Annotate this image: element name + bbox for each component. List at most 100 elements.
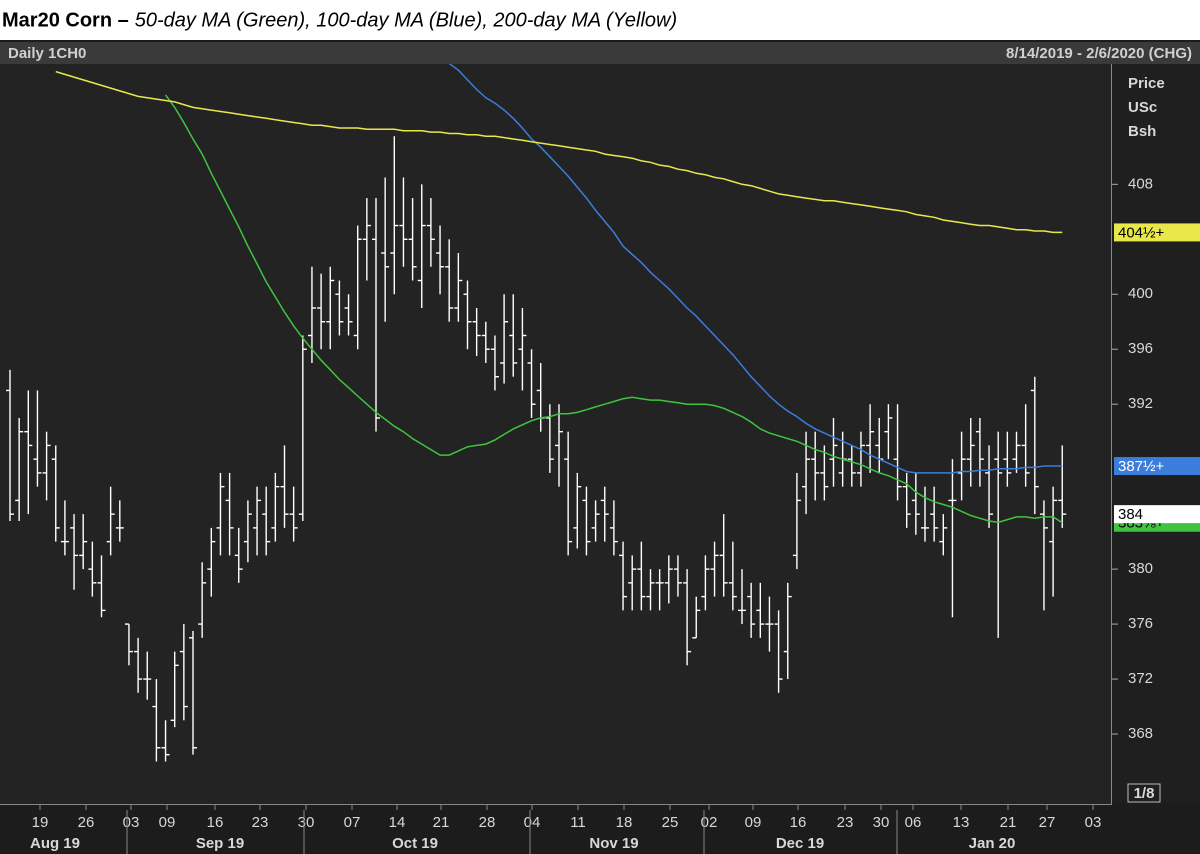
ohlc-bar	[1049, 486, 1058, 597]
y-tick-label: 368	[1128, 725, 1153, 742]
ohlc-bar	[509, 294, 518, 377]
moving-average-line	[55, 70, 1063, 234]
ohlc-bar	[683, 569, 692, 666]
ohlc-bar	[399, 177, 408, 267]
x-tick-label: 21	[1000, 814, 1017, 831]
ohlc-bar	[637, 541, 646, 611]
ohlc-bar	[33, 390, 42, 487]
ohlc-bar	[179, 624, 188, 721]
ohlc-bar	[1021, 404, 1030, 487]
ohlc-bar	[15, 417, 24, 522]
y-tick-label: 376	[1128, 615, 1153, 632]
ohlc-bar	[1030, 376, 1039, 515]
ohlc-bar	[518, 308, 527, 391]
ohlc-bar	[106, 486, 115, 556]
ohlc-bar	[454, 253, 463, 322]
ohlc-bar	[774, 610, 783, 693]
ohlc-bar	[6, 369, 14, 522]
ohlc-bar	[1012, 431, 1021, 473]
ohlc-bar	[783, 582, 792, 680]
ohlc-bar	[600, 486, 609, 542]
ohlc-bar	[243, 500, 252, 563]
x-tick-label: 06	[905, 814, 922, 831]
ohlc-bar	[747, 582, 756, 638]
y-tick-label: 400	[1128, 285, 1153, 302]
y-tick-label: 396	[1128, 340, 1153, 357]
chart-subtitle: 50-day MA (Green), 100-day MA (Blue), 20…	[135, 9, 677, 31]
x-tick-label: 16	[790, 814, 807, 831]
ohlc-bar	[619, 541, 628, 611]
ohlc-bar	[381, 177, 390, 322]
header-right: 8/14/2019 - 2/6/2020 (CHG)	[1006, 45, 1192, 62]
ohlc-bar	[975, 417, 984, 487]
scale-note-box	[1127, 783, 1161, 803]
ohlc-bar	[234, 527, 243, 583]
ohlc-bar	[207, 527, 216, 597]
ohlc-bar	[79, 514, 88, 570]
y-axis-label: USc	[1128, 99, 1157, 116]
ohlc-bar	[445, 239, 454, 322]
ohlc-bar	[417, 184, 426, 308]
x-tick-label: 02	[701, 814, 718, 831]
ohlc-bar	[1058, 445, 1067, 528]
ohlc-bar	[545, 404, 554, 473]
last-value-label: 404½+	[1118, 224, 1165, 241]
ohlc-bar	[198, 562, 207, 638]
ohlc-bar	[710, 541, 719, 597]
price-axis	[1112, 64, 1200, 804]
ohlc-bar	[930, 486, 939, 542]
ohlc-bar	[1003, 431, 1012, 487]
month-label: Sep 19	[196, 835, 244, 852]
x-tick-label: 03	[1085, 814, 1102, 831]
ohlc-bar	[408, 198, 417, 281]
ohlc-bar	[97, 555, 106, 618]
ohlc-bar	[472, 308, 481, 357]
x-tick-label: 21	[433, 814, 450, 831]
last-value-label: 387½+	[1118, 458, 1165, 475]
ohlc-bar	[820, 445, 829, 501]
y-axis-label: Bsh	[1128, 123, 1156, 140]
ohlc-bar	[490, 335, 499, 391]
x-tick-label: 03	[123, 814, 140, 831]
ohlc-bar	[225, 472, 234, 556]
x-tick-label: 09	[159, 814, 176, 831]
ohlc-bar	[719, 514, 728, 597]
ohlc-bar	[555, 404, 563, 487]
title-bar	[0, 0, 1200, 40]
ohlc-bar	[866, 404, 875, 473]
x-tick-label: 19	[32, 814, 49, 831]
ohlc-bar	[829, 417, 838, 487]
ohlc-bar	[335, 280, 344, 336]
ohlc-bar	[161, 720, 170, 762]
ohlc-bar	[280, 445, 289, 528]
ohlc-bar	[1039, 500, 1048, 611]
ohlc-bar	[921, 486, 929, 542]
ohlc-bar	[673, 555, 682, 597]
x-tick-label: 27	[1039, 814, 1056, 831]
ohlc-bar	[307, 266, 316, 363]
ohlc-bar	[646, 569, 655, 611]
month-label: Oct 19	[392, 835, 438, 852]
x-tick-label: 13	[953, 814, 970, 831]
ohlc-bar	[481, 321, 490, 363]
date-axis	[0, 805, 1112, 854]
ohlc-bar	[463, 280, 472, 350]
ohlc-bar	[664, 555, 673, 604]
x-tick-label: 30	[873, 814, 890, 831]
ohlc-bar	[573, 472, 582, 549]
ohlc-bar	[628, 555, 637, 611]
month-label: Dec 19	[776, 835, 824, 852]
y-tick-label: 408	[1128, 175, 1153, 192]
ohlc-bar	[436, 225, 445, 295]
x-tick-label: 25	[662, 814, 679, 831]
ohlc-bar	[216, 472, 225, 556]
ohlc-bar	[115, 500, 124, 542]
x-tick-label: 11	[570, 814, 586, 831]
ohlc-bar	[811, 431, 820, 501]
ohlc-bar	[957, 431, 966, 501]
x-tick-label: 23	[837, 814, 854, 831]
ohlc-bar	[426, 198, 435, 267]
ohlc-bar	[582, 486, 591, 556]
month-label: Aug 19	[30, 835, 80, 852]
